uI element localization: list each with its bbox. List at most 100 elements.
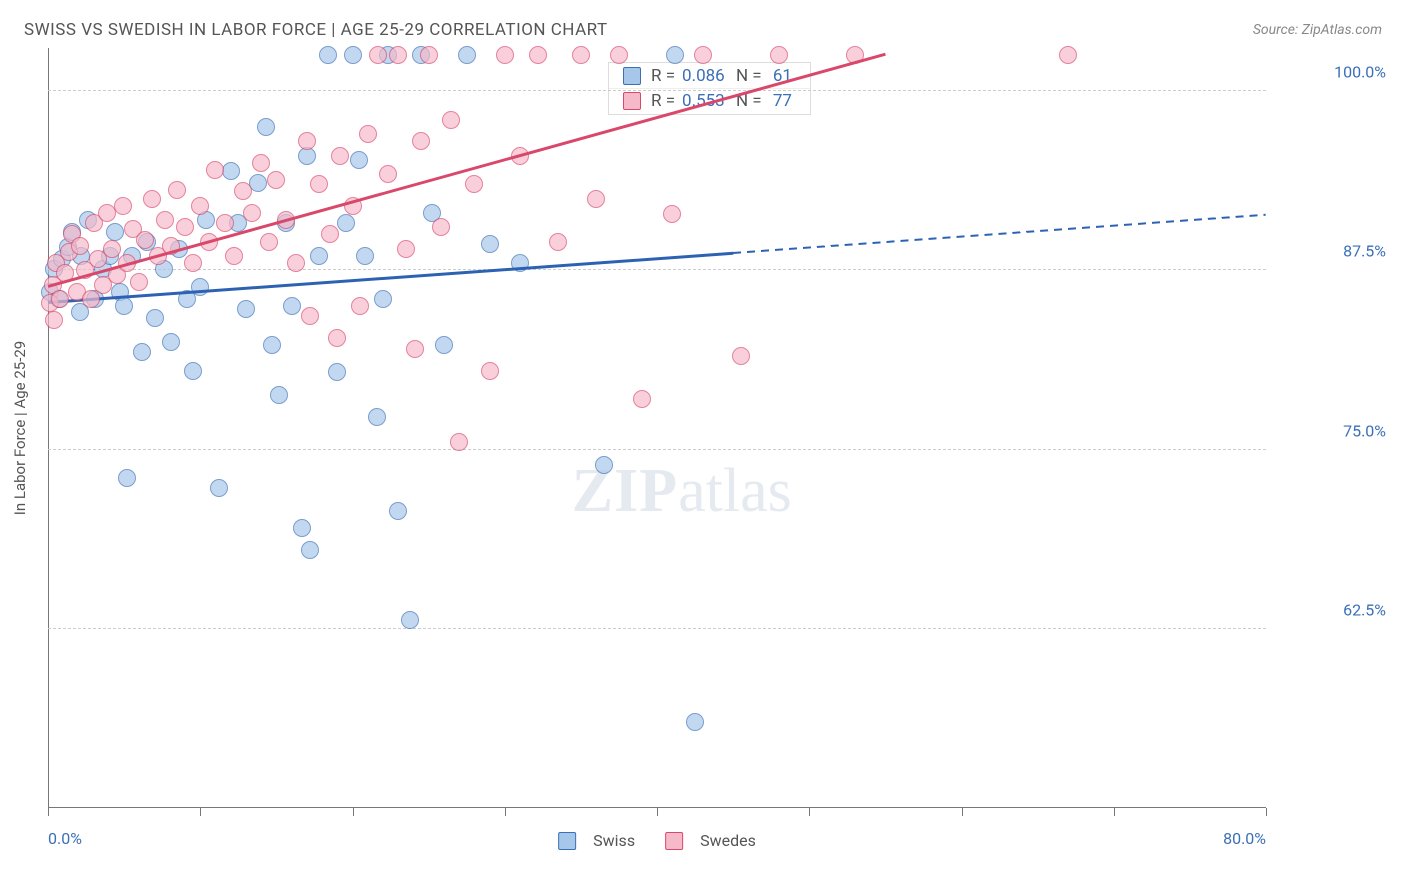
point-swedes [328, 329, 346, 347]
point-swedes [260, 233, 278, 251]
point-swiss [210, 479, 228, 497]
point-swedes [369, 46, 387, 64]
point-swedes [184, 254, 202, 272]
trendline-swiss [733, 214, 1266, 254]
point-swiss [106, 223, 124, 241]
point-swiss [115, 297, 133, 315]
point-swedes [243, 204, 261, 222]
swatch-icon [558, 832, 576, 850]
point-swiss [263, 336, 281, 354]
point-swedes [301, 307, 319, 325]
point-swedes [176, 218, 194, 236]
point-swedes [267, 171, 285, 189]
point-swiss [118, 469, 136, 487]
point-swedes [191, 197, 209, 215]
legend-r-label: R = [651, 91, 675, 111]
gridline-h [48, 269, 1266, 270]
trendline-swedes [48, 53, 886, 288]
correlation-legend: R =0.086 N = 61R =0.553 N = 77 [608, 62, 811, 115]
point-swedes [770, 46, 788, 64]
point-swiss [435, 336, 453, 354]
point-swedes [389, 46, 407, 64]
point-swiss [222, 162, 240, 180]
y-axis-line [48, 48, 49, 808]
point-swedes [496, 46, 514, 64]
point-swedes [351, 297, 369, 315]
point-swiss [310, 247, 328, 265]
point-swedes [71, 237, 89, 255]
legend-item-swiss: Swiss [558, 831, 635, 850]
x-tick [809, 808, 810, 816]
point-swedes [51, 290, 69, 308]
point-swiss [328, 363, 346, 381]
point-swedes [420, 46, 438, 64]
x-tick [1114, 808, 1115, 816]
legend-item-swedes: Swedes [665, 831, 756, 850]
point-swedes [442, 111, 460, 129]
point-swedes [663, 205, 681, 223]
point-swiss [301, 541, 319, 559]
point-swedes [206, 161, 224, 179]
chart-title: SWISS VS SWEDISH IN LABOR FORCE | AGE 25… [24, 20, 608, 40]
point-swiss [319, 46, 337, 64]
y-tick-label: 100.0% [1286, 63, 1386, 82]
x-tick-label: 80.0% [1223, 829, 1266, 848]
point-swedes [1059, 46, 1077, 64]
point-swedes [252, 154, 270, 172]
point-swedes [694, 46, 712, 64]
source-label: Source: ZipAtlas.com [1253, 22, 1382, 38]
point-swedes [359, 125, 377, 143]
point-swedes [130, 273, 148, 291]
x-tick [48, 808, 49, 816]
legend-series-label: Swiss [593, 831, 635, 850]
point-swiss [184, 362, 202, 380]
point-swedes [633, 390, 651, 408]
point-swedes [432, 218, 450, 236]
point-swiss [666, 46, 684, 64]
point-swiss [374, 290, 392, 308]
swatch-icon [623, 67, 641, 85]
point-swedes [549, 233, 567, 251]
point-swiss [249, 174, 267, 192]
point-swiss [337, 214, 355, 232]
gridline-h [48, 628, 1266, 629]
point-swiss [350, 151, 368, 169]
point-swedes [136, 231, 154, 249]
point-swiss [146, 309, 164, 327]
point-swedes [321, 225, 339, 243]
point-swiss [389, 502, 407, 520]
x-tick [962, 808, 963, 816]
point-swedes [412, 132, 430, 150]
point-swedes [82, 290, 100, 308]
point-swiss [270, 386, 288, 404]
point-swiss [293, 519, 311, 537]
point-swiss [368, 408, 386, 426]
point-swedes [572, 46, 590, 64]
point-swedes [114, 197, 132, 215]
point-swiss [356, 247, 374, 265]
x-tick [353, 808, 354, 816]
point-swiss [191, 278, 209, 296]
x-tick [200, 808, 201, 816]
point-swedes [465, 175, 483, 193]
point-swiss [481, 235, 499, 253]
point-swiss [283, 297, 301, 315]
swatch-icon [623, 92, 641, 110]
x-tick-label: 0.0% [48, 829, 82, 848]
gridline-h [48, 90, 1266, 91]
point-swedes [168, 181, 186, 199]
legend-n-label: N = [732, 66, 762, 86]
legend-r-label: R = [651, 66, 675, 86]
point-swedes [610, 46, 628, 64]
y-tick-label: 62.5% [1286, 600, 1386, 619]
point-swedes [298, 132, 316, 150]
point-swedes [287, 254, 305, 272]
point-swedes [397, 240, 415, 258]
point-swedes [234, 182, 252, 200]
point-swiss [686, 713, 704, 731]
point-swedes [406, 340, 424, 358]
point-swiss [133, 343, 151, 361]
x-tick [657, 808, 658, 816]
point-swedes [45, 311, 63, 329]
y-tick-label: 75.0% [1286, 421, 1386, 440]
